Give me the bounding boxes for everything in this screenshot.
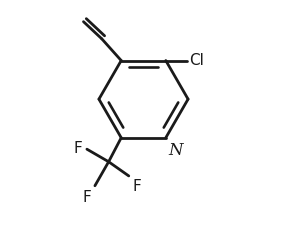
Text: Cl: Cl <box>189 53 204 68</box>
Text: N: N <box>168 142 183 158</box>
Text: F: F <box>73 140 82 155</box>
Text: F: F <box>133 178 141 193</box>
Text: F: F <box>83 189 92 204</box>
